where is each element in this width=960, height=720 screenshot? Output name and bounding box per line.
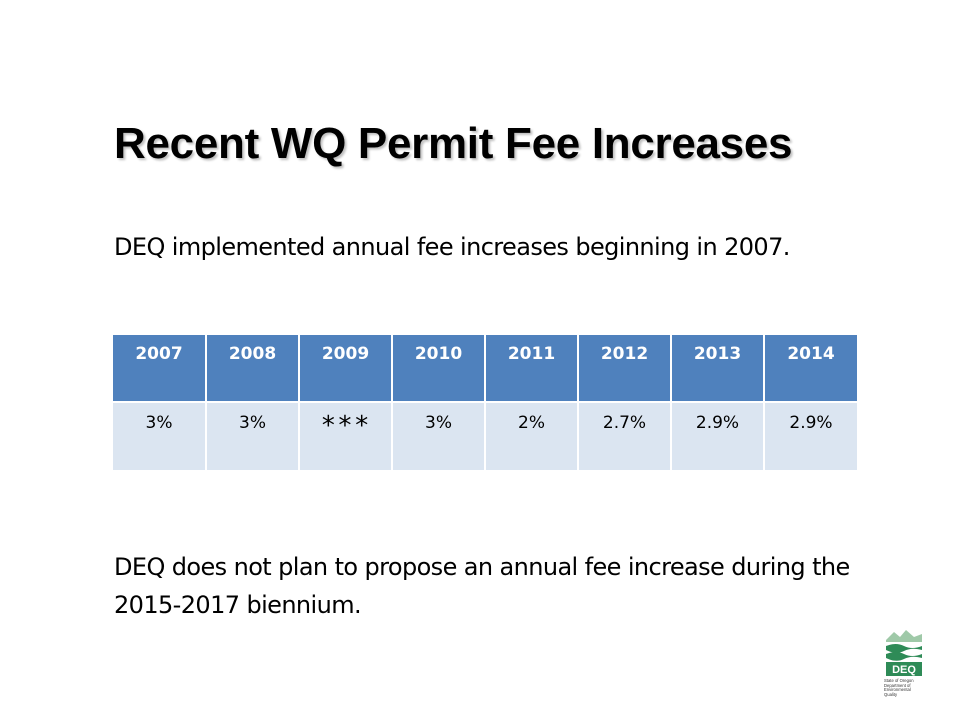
year-header: 2012 bbox=[577, 335, 671, 403]
year-header: 2009 bbox=[298, 335, 392, 403]
table-row: 3% 3% *** 3% 2% 2.7% 2.9% 2.9% bbox=[113, 402, 857, 470]
fee-increase-table: 2007 2008 2009 2010 2011 2012 2013 2014 … bbox=[113, 335, 857, 470]
deq-logo: DEQ State of Oregon Department of Enviro… bbox=[884, 628, 924, 708]
year-header: 2011 bbox=[484, 335, 578, 403]
slide-title: Recent WQ Permit Fee Increases bbox=[114, 119, 793, 168]
increase-cell: 2% bbox=[484, 402, 578, 470]
intro-text: DEQ implemented annual fee increases beg… bbox=[114, 233, 790, 261]
deq-mountain-icon: DEQ bbox=[886, 630, 922, 676]
table-header-row: 2007 2008 2009 2010 2011 2012 2013 2014 bbox=[113, 335, 857, 403]
year-header: 2008 bbox=[205, 335, 299, 403]
increase-cell: 3% bbox=[391, 402, 485, 470]
increase-cell: *** bbox=[298, 402, 392, 470]
year-header: 2007 bbox=[113, 335, 206, 403]
year-header: 2014 bbox=[763, 335, 857, 403]
outro-text: DEQ does not plan to propose an annual f… bbox=[114, 553, 850, 619]
increase-cell: 3% bbox=[113, 402, 206, 470]
year-header: 2010 bbox=[391, 335, 485, 403]
increase-cell: 2.7% bbox=[577, 402, 671, 470]
year-header: 2013 bbox=[670, 335, 764, 403]
increase-cell: 3% bbox=[205, 402, 299, 470]
increase-cell: 2.9% bbox=[670, 402, 764, 470]
deq-logo-label: DEQ bbox=[892, 664, 916, 676]
increase-cell: 2.9% bbox=[763, 402, 857, 470]
deq-logo-caption: State of Oregon Department of Environmen… bbox=[884, 678, 914, 697]
